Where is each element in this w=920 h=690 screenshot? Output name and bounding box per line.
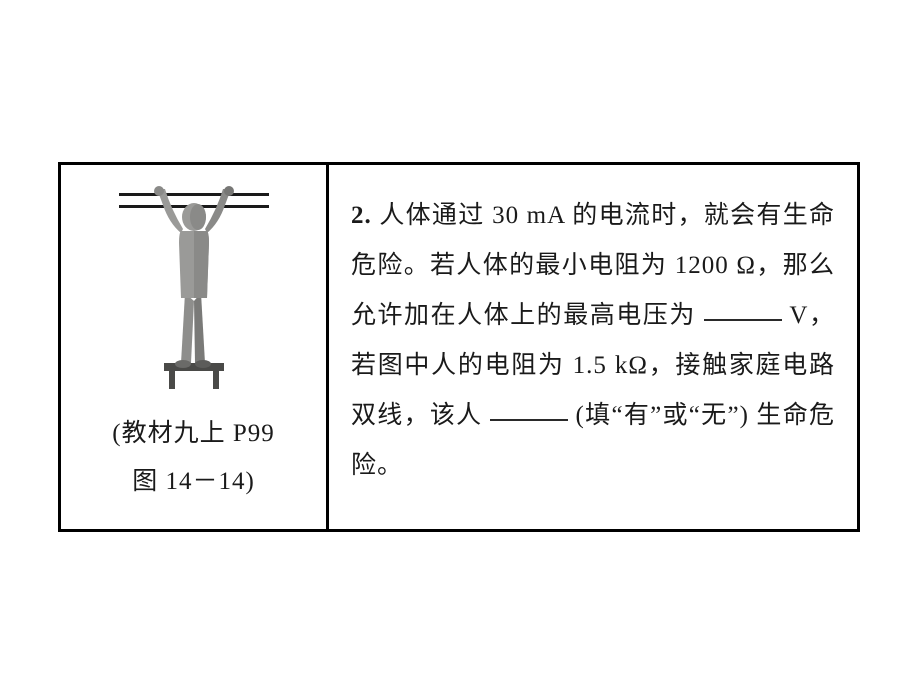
blank-danger[interactable] xyxy=(490,396,568,421)
problem-text: 2. 人体通过 30 mA 的电流时，就会有生命危险。若人体的最小电阻为 120… xyxy=(351,202,835,479)
content-table: (教材九上 P99 图 14－14) 2. 人体通过 30 mA 的电流时，就会… xyxy=(58,162,860,532)
caption-line-2: 图 14－14) xyxy=(132,468,255,495)
person-figure-icon xyxy=(119,183,269,393)
figure-illustration xyxy=(119,183,269,386)
page: (教材九上 P99 图 14－14) 2. 人体通过 30 mA 的电流时，就会… xyxy=(0,0,920,690)
blank-voltage[interactable] xyxy=(704,296,782,321)
figure-caption: (教材九上 P99 图 14－14) xyxy=(112,410,274,505)
problem-cell: 2. 人体通过 30 mA 的电流时，就会有生命危险。若人体的最小电阻为 120… xyxy=(329,165,857,529)
figure-cell: (教材九上 P99 图 14－14) xyxy=(61,165,329,529)
problem-number: 2. xyxy=(351,202,372,229)
caption-line-1: (教材九上 P99 xyxy=(112,420,274,447)
